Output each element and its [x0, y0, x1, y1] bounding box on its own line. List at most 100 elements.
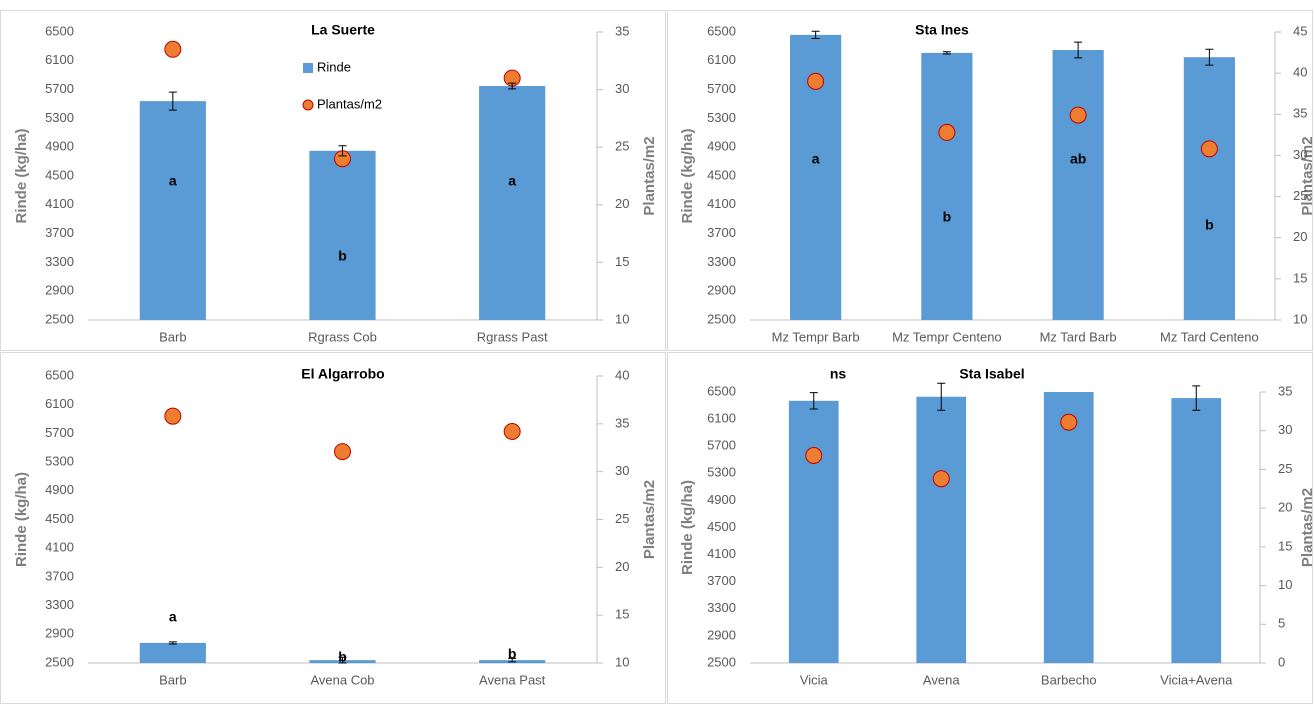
error-bar [937, 382, 946, 411]
y-tick-label: 2900 [707, 283, 736, 298]
bar [921, 52, 973, 320]
x-tick-label: Barb [159, 329, 186, 344]
y2-tick-label: 40 [615, 367, 629, 382]
y2-axis-title: Plantas/m2 [1299, 136, 1314, 215]
y-tick-label: 5300 [45, 454, 74, 469]
point [932, 470, 950, 488]
significance-letter: b [1205, 217, 1214, 233]
y-tick-label: 6100 [707, 411, 736, 426]
y-tick-label: 4900 [45, 482, 74, 497]
y-tick-label: 4900 [707, 139, 736, 154]
y-tick-label: 6100 [45, 52, 74, 67]
x-tick-label: Vicia+Avena [1160, 672, 1233, 687]
y-tick-label: 4500 [45, 167, 74, 182]
error-bar [942, 51, 951, 55]
x-tick-label: Mz Tempr Barb [772, 329, 860, 344]
y-tick-label: 6500 [45, 367, 74, 382]
y-tick-label: 3300 [45, 254, 74, 269]
y-tick-label: 5700 [45, 81, 74, 96]
bar [916, 396, 967, 663]
chart-title: Sta Isabel [959, 366, 1024, 382]
error-bar [1074, 41, 1083, 59]
y-tick-label: 4900 [707, 492, 736, 507]
significance-letter: b [338, 248, 347, 264]
bar [139, 642, 206, 663]
point [334, 443, 351, 461]
x-tick-label: Avena [923, 672, 960, 687]
y-tick-label: 4900 [45, 139, 74, 154]
x-tick-label: Avena Past [479, 672, 546, 687]
y-tick-label: 2500 [707, 311, 736, 326]
y-tick-label: 2500 [707, 654, 736, 669]
error-bar [1192, 385, 1201, 411]
y2-tick-label: 20 [1293, 229, 1307, 244]
y-tick-label: 5700 [707, 81, 736, 96]
y2-tick-label: 10 [615, 654, 629, 669]
y-tick-label: 3700 [707, 573, 736, 588]
chart-title: Sta Ines [915, 22, 969, 38]
significance-letter: a [508, 173, 516, 189]
x-tick-label: Rgrass Cob [308, 329, 377, 344]
y-tick-label: 4100 [45, 196, 74, 211]
y-axis-title: Rinde (kg/ha) [13, 128, 30, 223]
y2-tick-label: 20 [615, 559, 629, 574]
y-axis-title: Rinde (kg/ha) [679, 480, 696, 575]
y-tick-label: 2500 [45, 311, 74, 326]
point [807, 72, 825, 90]
annotation: ns [830, 366, 847, 382]
y-tick-label: 2900 [45, 283, 74, 298]
bar [139, 101, 206, 321]
x-tick-label: Mz Tard Centeno [1160, 329, 1259, 344]
significance-letter: b [508, 646, 517, 662]
y-tick-label: 4100 [45, 540, 74, 555]
point [805, 446, 823, 464]
significance-letter: b [943, 209, 952, 225]
y-tick-label: 3700 [45, 568, 74, 583]
y2-tick-label: 25 [1278, 461, 1292, 476]
y2-tick-label: 40 [1293, 65, 1307, 80]
point [1060, 413, 1078, 431]
y-tick-label: 6500 [707, 23, 736, 38]
point [1069, 106, 1087, 124]
x-tick-label: Vicia [800, 672, 829, 687]
error-bar [168, 91, 177, 111]
error-bar [1205, 48, 1214, 66]
error-bar [508, 657, 517, 663]
y-tick-label: 6100 [45, 396, 74, 411]
y2-tick-label: 30 [1293, 147, 1307, 162]
y2-tick-label: 25 [615, 139, 629, 154]
y-tick-label: 6500 [45, 23, 74, 38]
y-tick-label: 3300 [45, 597, 74, 612]
y-tick-label: 2500 [45, 654, 74, 669]
y-tick-label: 5700 [707, 438, 736, 453]
y2-axis-title: Plantas/m2 [641, 136, 658, 215]
point [1200, 140, 1218, 158]
y-tick-label: 5300 [45, 110, 74, 125]
y2-tick-label: 35 [1293, 106, 1307, 121]
y2-axis-title: Plantas/m2 [1299, 488, 1314, 567]
y-tick-label: 4500 [707, 519, 736, 534]
y-tick-label: 4500 [45, 511, 74, 526]
significance-letter: a [812, 151, 820, 167]
y-tick-label: 6100 [707, 52, 736, 67]
error-bar [508, 82, 517, 90]
bar [1183, 57, 1235, 320]
chart-title: La Suerte [311, 22, 375, 38]
error-bar [811, 30, 820, 39]
x-tick-label: Rgrass Past [477, 329, 548, 344]
x-tick-label: Barb [159, 672, 186, 687]
y2-tick-label: 30 [1278, 422, 1292, 437]
error-bar [338, 656, 347, 664]
point [164, 407, 182, 425]
y2-tick-label: 10 [1278, 577, 1292, 592]
bar [479, 86, 546, 320]
y2-tick-label: 30 [615, 81, 629, 96]
point [938, 123, 956, 141]
y-tick-label: 4100 [707, 196, 736, 211]
legend-label: Rinde [317, 59, 351, 74]
bar [1171, 398, 1222, 663]
y-tick-label: 3300 [707, 600, 736, 615]
legend-swatch [302, 99, 314, 111]
y-tick-label: 2900 [45, 626, 74, 641]
significance-letter: b [338, 649, 347, 665]
